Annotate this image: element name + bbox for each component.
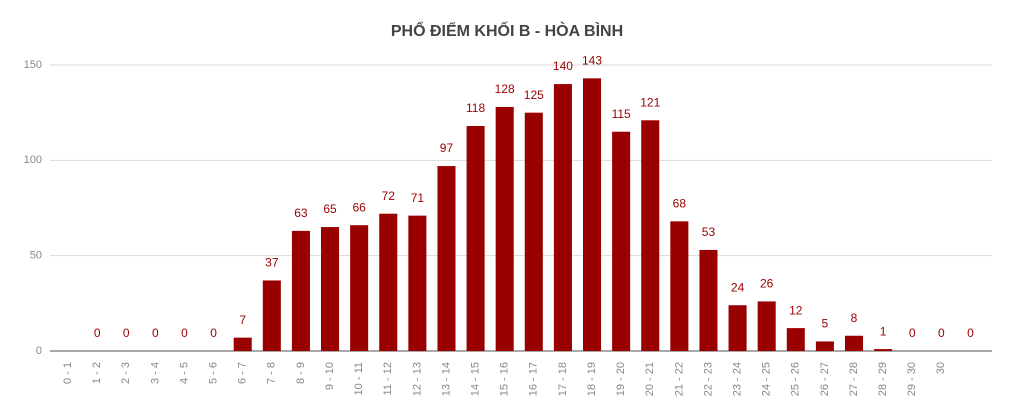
x-tick-label: 22 - 23 bbox=[702, 362, 714, 396]
x-tick-label: 17 - 18 bbox=[557, 362, 569, 396]
x-tick-label: 19 - 20 bbox=[615, 362, 627, 396]
value-label: 12 bbox=[789, 303, 803, 317]
y-tick-label: 100 bbox=[24, 154, 42, 166]
value-label: 66 bbox=[352, 200, 366, 214]
bar bbox=[757, 301, 776, 351]
x-tick-label: 20 - 21 bbox=[644, 362, 656, 396]
value-label: 0 bbox=[909, 326, 916, 340]
bar bbox=[291, 230, 310, 351]
bar bbox=[495, 106, 514, 352]
value-label: 24 bbox=[731, 280, 745, 294]
value-label: 125 bbox=[524, 88, 544, 102]
x-tick-label: 1 - 2 bbox=[91, 362, 103, 384]
bar bbox=[437, 166, 456, 351]
value-label: 63 bbox=[294, 206, 308, 220]
bar bbox=[874, 349, 893, 351]
y-tick-label: 150 bbox=[24, 59, 42, 71]
value-label: 7 bbox=[239, 313, 246, 327]
bar bbox=[641, 120, 660, 351]
bar bbox=[262, 280, 281, 351]
value-label: 0 bbox=[967, 326, 974, 340]
value-label: 97 bbox=[440, 141, 454, 155]
x-tick-label: 27 - 28 bbox=[848, 362, 860, 396]
x-tick-label: 26 - 27 bbox=[819, 362, 831, 396]
bar bbox=[844, 335, 864, 351]
value-label: 140 bbox=[553, 59, 573, 73]
x-tick-label: 18 - 19 bbox=[586, 362, 598, 396]
bar bbox=[408, 215, 427, 351]
y-tick-label: 0 bbox=[36, 345, 42, 357]
value-label: 37 bbox=[265, 256, 279, 270]
bar bbox=[699, 249, 718, 351]
x-tick-label: 4 - 5 bbox=[178, 362, 190, 384]
bar bbox=[379, 213, 398, 351]
bar bbox=[582, 78, 602, 351]
x-tick-label: 23 - 24 bbox=[731, 362, 743, 396]
value-label: 26 bbox=[760, 277, 774, 291]
value-label: 72 bbox=[382, 189, 396, 203]
value-label: 0 bbox=[938, 326, 945, 340]
value-label: 143 bbox=[582, 54, 602, 68]
x-tick-label: 24 - 25 bbox=[761, 362, 773, 396]
bar bbox=[553, 84, 572, 352]
value-label: 0 bbox=[152, 326, 159, 340]
value-label: 0 bbox=[123, 326, 130, 340]
x-tick-label: 10 - 11 bbox=[353, 362, 365, 395]
value-label: 121 bbox=[640, 95, 660, 109]
value-label: 0 bbox=[181, 326, 188, 340]
x-tick-label: 25 - 26 bbox=[790, 362, 802, 396]
x-tick-label: 16 - 17 bbox=[528, 362, 540, 396]
x-tick-label: 9 - 10 bbox=[324, 362, 336, 390]
x-tick-label: 21 - 22 bbox=[673, 362, 685, 396]
x-tick-label: 30 bbox=[935, 362, 947, 374]
x-tick-label: 28 - 29 bbox=[877, 362, 889, 396]
x-tick-label: 11 - 12 bbox=[382, 362, 394, 395]
bar bbox=[786, 328, 805, 351]
value-label: 71 bbox=[411, 191, 425, 205]
value-label: 8 bbox=[851, 311, 858, 325]
y-tick-label: 50 bbox=[30, 250, 42, 262]
x-tick-label: 7 - 8 bbox=[266, 362, 278, 384]
bar bbox=[350, 225, 369, 351]
x-tick-label: 6 - 7 bbox=[237, 362, 249, 384]
x-tick-label: 0 - 1 bbox=[62, 362, 74, 384]
value-label: 68 bbox=[673, 197, 687, 211]
value-label: 53 bbox=[702, 225, 716, 239]
x-tick-label: 8 - 9 bbox=[295, 362, 307, 384]
bar bbox=[728, 305, 747, 351]
bar bbox=[321, 227, 340, 351]
x-tick-label: 2 - 3 bbox=[120, 362, 132, 384]
bar bbox=[815, 341, 834, 351]
value-label: 1 bbox=[880, 324, 887, 338]
value-label: 128 bbox=[495, 82, 515, 96]
bar bbox=[612, 131, 631, 351]
value-label: 65 bbox=[323, 202, 337, 216]
bar bbox=[466, 126, 485, 351]
value-label: 0 bbox=[94, 326, 101, 340]
x-tick-label: 15 - 16 bbox=[499, 362, 511, 396]
bar bbox=[233, 337, 252, 351]
x-tick-label: 14 - 15 bbox=[469, 362, 481, 396]
x-tick-label: 13 - 14 bbox=[440, 362, 452, 396]
x-tick-label: 3 - 4 bbox=[149, 362, 161, 384]
value-label: 0 bbox=[210, 326, 217, 340]
chart-title: PHỔ ĐIỂM KHỐI B - HÒA BÌNH bbox=[391, 20, 623, 40]
value-label: 5 bbox=[822, 317, 829, 331]
value-label: 115 bbox=[612, 107, 631, 121]
value-label: 118 bbox=[466, 101, 485, 115]
x-tick-label: 12 - 13 bbox=[411, 362, 423, 396]
bar bbox=[670, 221, 689, 351]
x-tick-label: 29 - 30 bbox=[906, 362, 918, 396]
x-tick-label: 5 - 6 bbox=[208, 362, 220, 384]
bar bbox=[524, 112, 543, 352]
